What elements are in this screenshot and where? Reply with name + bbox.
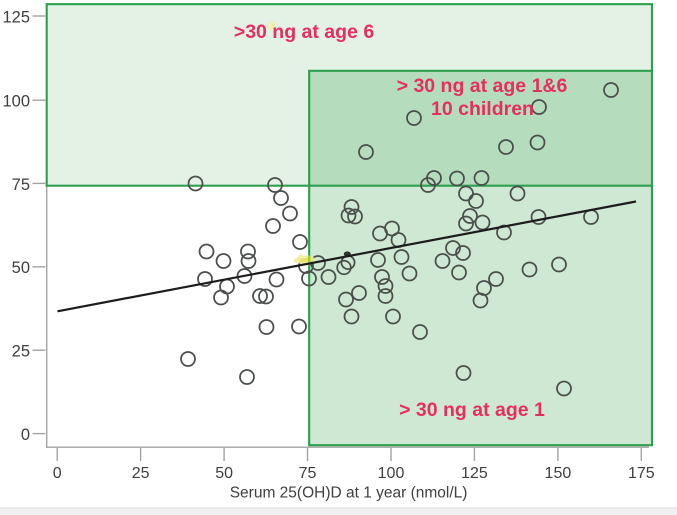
svg-text:> 30 ng at age 1: > 30 ng at age 1 bbox=[399, 399, 545, 421]
svg-text:50: 50 bbox=[215, 465, 233, 482]
svg-text:Serum 25(OH)D at 1 year (nmol/: Serum 25(OH)D at 1 year (nmol/L) bbox=[230, 485, 468, 502]
svg-text:10 children: 10 children bbox=[431, 98, 534, 120]
svg-text:25: 25 bbox=[132, 465, 150, 482]
svg-text:75: 75 bbox=[299, 465, 317, 482]
svg-text:75: 75 bbox=[12, 176, 30, 194]
svg-text:100: 100 bbox=[378, 465, 405, 482]
svg-text:150: 150 bbox=[545, 465, 572, 482]
svg-text:125: 125 bbox=[2, 8, 30, 26]
svg-text:25: 25 bbox=[12, 343, 30, 361]
svg-text:0: 0 bbox=[53, 465, 62, 482]
svg-text:125: 125 bbox=[461, 465, 488, 482]
svg-text:175: 175 bbox=[628, 465, 655, 482]
svg-text:100: 100 bbox=[2, 93, 30, 111]
svg-text:>30 ng at age 6: >30 ng at age 6 bbox=[234, 21, 375, 43]
svg-text:0: 0 bbox=[21, 426, 30, 444]
svg-text:50: 50 bbox=[12, 259, 30, 277]
svg-text:> 30 ng at age 1&6: > 30 ng at age 1&6 bbox=[397, 75, 568, 97]
